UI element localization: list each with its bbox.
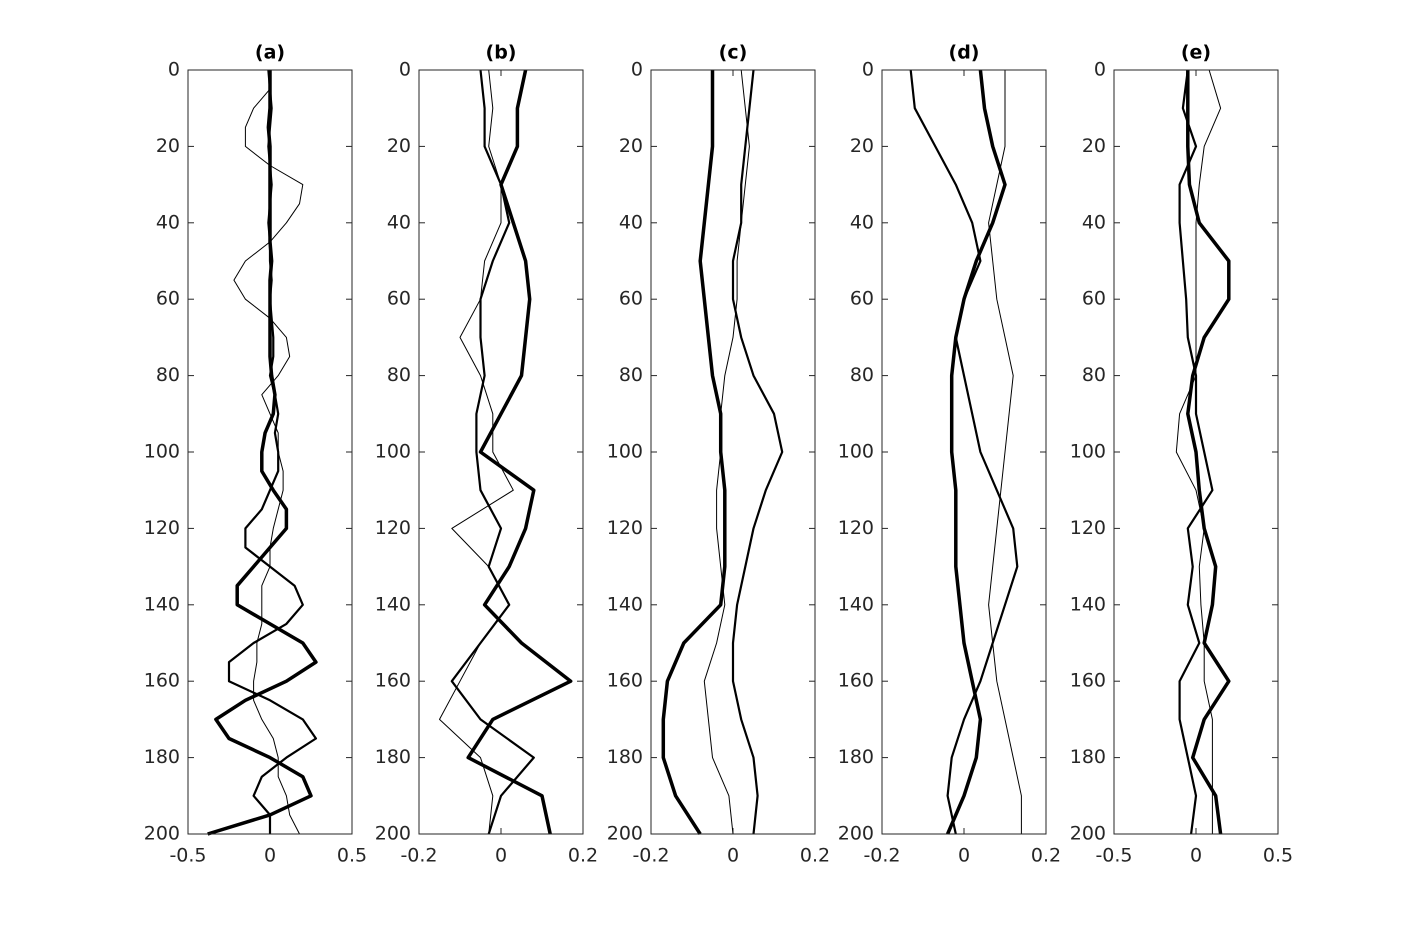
- y-tick-label: 100: [144, 441, 180, 463]
- y-tick-label: 0: [168, 59, 180, 81]
- panel-title: (d): [949, 42, 980, 64]
- y-tick-label: 180: [375, 746, 411, 768]
- y-tick-label: 0: [631, 59, 643, 81]
- y-tick-label: 40: [156, 211, 180, 233]
- y-tick-label: 140: [375, 593, 411, 615]
- y-tick-label: 20: [1082, 135, 1106, 157]
- y-tick-label: 160: [1070, 670, 1106, 692]
- y-tick-label: 180: [838, 746, 874, 768]
- axes-box: [881, 69, 1047, 835]
- profile-line: [703, 69, 750, 835]
- y-tick-label: 200: [144, 823, 180, 845]
- y-tick-label: 120: [1070, 517, 1106, 539]
- y-tick-label: 40: [387, 211, 411, 233]
- y-tick-label: 80: [156, 364, 180, 386]
- axes-box: [1113, 69, 1279, 835]
- y-tick-label: 200: [607, 823, 643, 845]
- profile-line: [1175, 69, 1222, 834]
- y-tick-label: 200: [838, 823, 874, 845]
- y-tick-label: 40: [1082, 211, 1106, 233]
- profile-line: [661, 70, 727, 835]
- y-tick-label: 20: [850, 135, 874, 157]
- y-tick-label: 140: [144, 593, 180, 615]
- x-tick-label: 0.2: [568, 845, 598, 867]
- y-tick-label: 20: [156, 135, 180, 157]
- y-tick-label: 120: [375, 517, 411, 539]
- y-tick-label: 20: [619, 135, 643, 157]
- y-tick-label: 200: [375, 823, 411, 845]
- y-tick-label: 60: [1082, 288, 1106, 310]
- y-tick-label: 0: [399, 59, 411, 81]
- y-tick-label: 140: [838, 593, 874, 615]
- y-tick-label: 0: [1094, 59, 1106, 81]
- y-tick-label: 100: [607, 441, 643, 463]
- x-tick-label: 0.5: [1263, 845, 1293, 867]
- y-tick-label: 40: [619, 211, 643, 233]
- panel-title: (b): [486, 42, 517, 64]
- x-tick-label: -0.2: [400, 845, 437, 867]
- profile-line: [439, 69, 514, 835]
- y-tick-label: 140: [607, 593, 643, 615]
- y-tick-label: 0: [862, 59, 874, 81]
- panel-title: (c): [719, 42, 748, 64]
- profile-line: [988, 70, 1022, 834]
- panel-title: (e): [1181, 42, 1211, 64]
- axes-box: [187, 69, 353, 835]
- profile-line: [466, 69, 573, 835]
- y-tick-label: 60: [156, 288, 180, 310]
- y-tick-label: 140: [1070, 593, 1106, 615]
- y-tick-label: 200: [1070, 823, 1106, 845]
- y-tick-label: 60: [619, 288, 643, 310]
- x-tick-label: 0.2: [1031, 845, 1061, 867]
- x-tick-label: 0: [727, 845, 739, 867]
- profile-line: [1186, 70, 1231, 835]
- axes-box: [418, 69, 584, 835]
- y-tick-label: 60: [850, 288, 874, 310]
- y-tick-label: 80: [387, 364, 411, 386]
- y-tick-label: 160: [144, 670, 180, 692]
- y-tick-label: 100: [838, 441, 874, 463]
- y-tick-label: 80: [850, 364, 874, 386]
- y-tick-label: 160: [375, 670, 411, 692]
- x-tick-label: 0: [1190, 845, 1202, 867]
- panel-title: (a): [255, 42, 285, 64]
- axes-box: [650, 69, 816, 835]
- x-tick-label: -0.5: [169, 845, 206, 867]
- y-tick-label: 100: [1070, 441, 1106, 463]
- profile-line: [945, 69, 1007, 835]
- x-tick-label: -0.5: [1095, 845, 1132, 867]
- x-tick-label: 0: [264, 845, 276, 867]
- y-tick-label: 40: [850, 211, 874, 233]
- y-tick-label: 20: [387, 135, 411, 157]
- x-tick-label: 0.5: [337, 845, 367, 867]
- profile-line: [450, 69, 535, 835]
- y-tick-label: 180: [607, 746, 643, 768]
- x-tick-label: 0.2: [800, 845, 830, 867]
- y-tick-label: 120: [838, 517, 874, 539]
- y-tick-label: 60: [387, 288, 411, 310]
- profile-line: [909, 69, 1019, 835]
- y-tick-label: 160: [838, 670, 874, 692]
- y-tick-label: 80: [1082, 364, 1106, 386]
- x-tick-label: -0.2: [632, 845, 669, 867]
- profile-line: [731, 69, 784, 835]
- y-tick-label: 100: [375, 441, 411, 463]
- y-tick-label: 80: [619, 364, 643, 386]
- y-tick-label: 180: [144, 746, 180, 768]
- x-tick-label: 0: [495, 845, 507, 867]
- y-tick-label: 180: [1070, 746, 1106, 768]
- profile-line: [233, 70, 304, 835]
- y-tick-label: 120: [144, 517, 180, 539]
- y-tick-label: 160: [607, 670, 643, 692]
- x-tick-label: -0.2: [863, 845, 900, 867]
- y-tick-label: 120: [607, 517, 643, 539]
- x-tick-label: 0: [958, 845, 970, 867]
- profile-line: [1178, 69, 1214, 835]
